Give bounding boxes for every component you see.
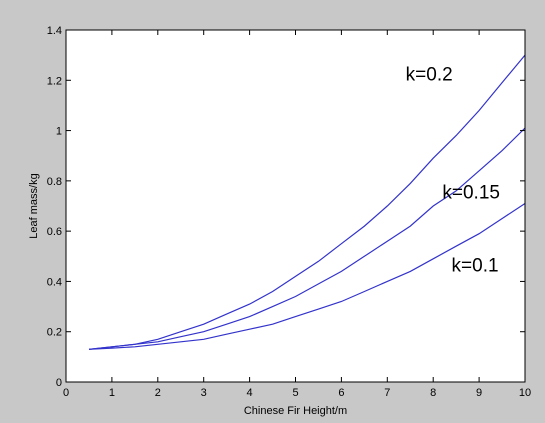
y-axis: 0 0.2 0.4 0.6 0.8 1 1.2 1.4 bbox=[47, 25, 525, 389]
y-tick-label: 1.2 bbox=[47, 75, 62, 87]
x-axis: 0 1 2 3 4 5 6 7 8 9 10 bbox=[63, 30, 531, 399]
x-tick-label: 1 bbox=[109, 387, 115, 399]
y-tick-label: 0.2 bbox=[47, 327, 62, 339]
y-tick-label: 0.8 bbox=[47, 176, 62, 188]
series-line-2 bbox=[88, 202, 526, 350]
series-line-0 bbox=[88, 54, 526, 350]
y-tick-label: 1 bbox=[56, 126, 62, 138]
plot-area bbox=[66, 30, 525, 382]
y-axis-label: Leaf mass/kg bbox=[28, 173, 40, 238]
series-line-1 bbox=[88, 127, 526, 350]
curve-label-0: k=0.2 bbox=[406, 64, 453, 85]
curve-label-2: k=0.1 bbox=[452, 255, 499, 276]
annotation-layer: k=0.2 k=0.15 k=0.1 bbox=[406, 64, 500, 276]
y-tick-label: 0.6 bbox=[47, 226, 62, 238]
x-axis-label: Chinese Fir Height/m bbox=[244, 405, 347, 417]
curve-label-1: k=0.15 bbox=[442, 182, 500, 203]
x-tick-label: 9 bbox=[476, 387, 482, 399]
x-tick-label: 4 bbox=[247, 387, 253, 399]
x-tick-label: 6 bbox=[338, 387, 344, 399]
x-tick-label: 5 bbox=[292, 387, 298, 399]
x-tick-label: 8 bbox=[430, 387, 436, 399]
x-tick-label: 10 bbox=[519, 387, 531, 399]
series-layer bbox=[88, 54, 526, 350]
y-tick-label: 0.4 bbox=[47, 276, 62, 288]
y-tick-label: 0 bbox=[56, 377, 62, 389]
x-tick-label: 7 bbox=[384, 387, 390, 399]
y-tick-label: 1.4 bbox=[47, 25, 62, 37]
x-tick-label: 3 bbox=[201, 387, 207, 399]
x-tick-label: 2 bbox=[155, 387, 161, 399]
x-tick-label: 0 bbox=[63, 387, 69, 399]
